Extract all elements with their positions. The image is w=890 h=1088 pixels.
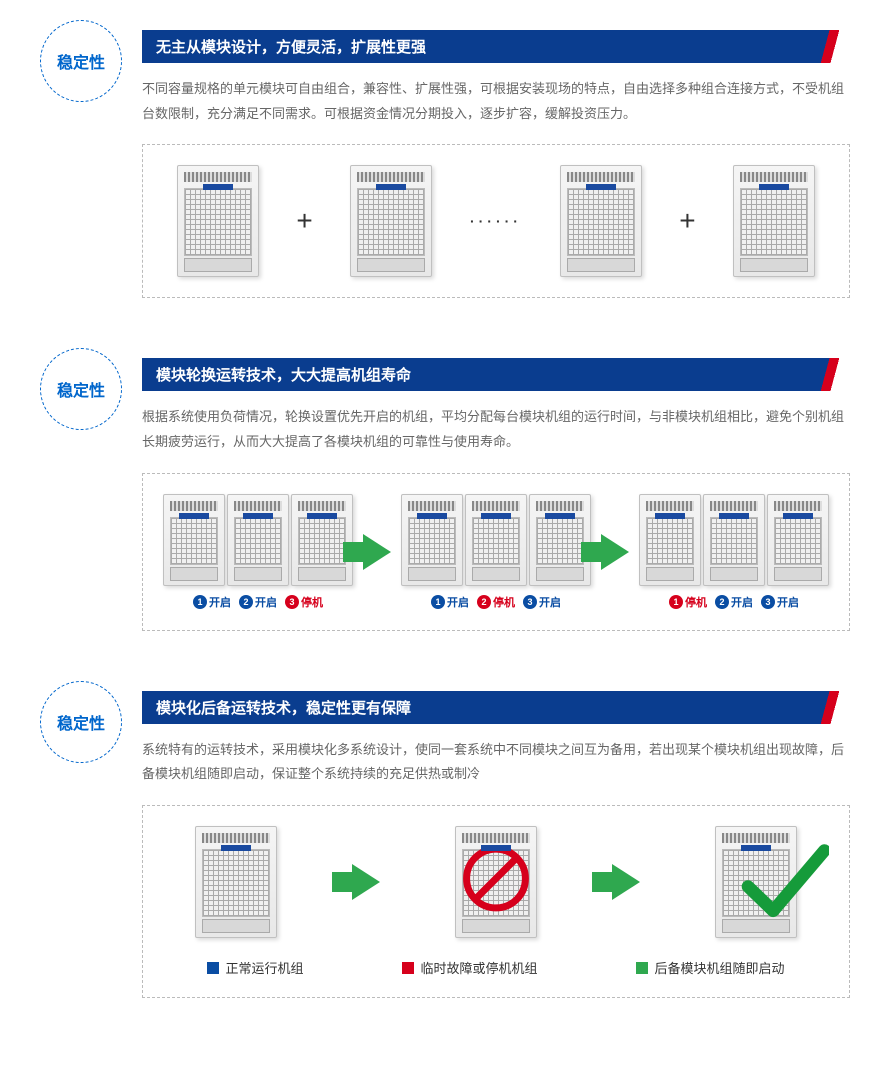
hvac-unit [401,494,463,586]
fault-unit [455,826,537,938]
square-green-icon [636,962,648,974]
section1-content: 无主从模块设计，方便灵活，扩展性更强 不同容量规格的单元模块可自由组合，兼容性、… [142,30,850,298]
legend-backup: 后备模块机组随即启动 [636,958,784,977]
hvac-unit [195,826,277,938]
unit-state-labels: 1开启 2停机 3开启 [431,594,561,610]
hvac-unit [291,494,353,586]
section-modular-design: 稳定性 无主从模块设计，方便灵活，扩展性更强 不同容量规格的单元模块可自由组合，… [40,30,850,298]
hvac-unit [350,165,432,277]
section2-content: 模块轮换运转技术，大大提高机组寿命 根据系统使用负荷情况，轮换设置优先开启的机组… [142,358,850,630]
arrow-right-icon [601,534,629,570]
hvac-unit [733,165,815,277]
stability-badge: 稳定性 [40,20,122,102]
normal-unit [195,826,277,938]
unit-group: 1开启 2开启 3停机 [163,494,353,610]
legend-normal: 正常运行机组 [207,958,303,977]
hvac-unit [767,494,829,586]
stability-badge: 稳定性 [40,681,122,763]
arrow-right-icon [363,534,391,570]
unit-group: 1开启 2停机 3开启 [401,494,591,610]
section3-desc: 系统特有的运转技术，采用模块化多系统设计，使同一套系统中不同模块之间互为备用，若… [142,738,850,787]
hvac-unit [177,165,259,277]
section2-title: 模块轮换运转技术，大大提高机组寿命 [142,358,850,391]
section-rotation-tech: 稳定性 模块轮换运转技术，大大提高机组寿命 根据系统使用负荷情况，轮换设置优先开… [40,358,850,630]
arrow-right-icon [352,864,380,900]
square-red-icon [402,962,414,974]
stability-badge: 稳定性 [40,348,122,430]
section2-diagram: 1开启 2开启 3停机 1开启 2停机 3开启 [142,473,850,631]
hvac-unit [227,494,289,586]
hvac-unit [529,494,591,586]
section-backup-tech: 稳定性 模块化后备运转技术，稳定性更有保障 系统特有的运转技术，采用模块化多系统… [40,691,850,998]
section1-diagram: + ······ + [142,144,850,298]
plus-icon: + [679,205,695,237]
section3-content: 模块化后备运转技术，稳定性更有保障 系统特有的运转技术，采用模块化多系统设计，使… [142,691,850,998]
section1-desc: 不同容量规格的单元模块可自由组合，兼容性、扩展性强，可根据安装现场的特点，自由选… [142,77,850,126]
prohibited-icon [461,844,531,914]
section3-title: 模块化后备运转技术，稳定性更有保障 [142,691,850,724]
section1-title: 无主从模块设计，方便灵活，扩展性更强 [142,30,850,63]
hvac-unit [639,494,701,586]
hvac-unit [465,494,527,586]
hvac-unit [163,494,225,586]
ellipsis-icon: ······ [470,213,522,229]
square-blue-icon [207,962,219,974]
legend: 正常运行机组 临时故障或停机机组 后备模块机组随即启动 [158,958,834,977]
section3-diagram: 正常运行机组 临时故障或停机机组 后备模块机组随即启动 [142,805,850,998]
backup-unit [715,826,797,938]
section2-desc: 根据系统使用负荷情况，轮换设置优先开启的机组，平均分配每台模块机组的运行时间，与… [142,405,850,454]
arrow-right-icon [612,864,640,900]
unit-group: 1停机 2开启 3开启 [639,494,829,610]
unit-state-labels: 1开启 2开启 3停机 [193,594,323,610]
unit-state-labels: 1停机 2开启 3开启 [669,594,799,610]
hvac-unit [560,165,642,277]
hvac-unit [703,494,765,586]
plus-icon: + [296,205,312,237]
legend-fault: 临时故障或停机机组 [402,958,537,977]
